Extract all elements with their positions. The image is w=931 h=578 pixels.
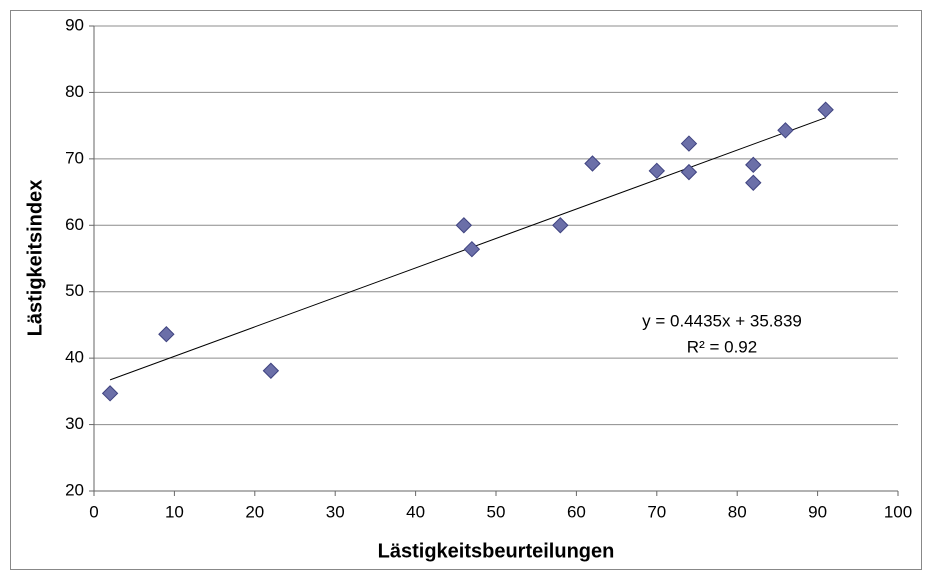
x-tick-label: 60 [567, 502, 586, 521]
point [463, 240, 481, 258]
point [262, 362, 280, 379]
x-tick-label: 70 [647, 502, 666, 521]
y-tick-label: 90 [65, 15, 84, 34]
y-tick-label: 60 [65, 215, 84, 234]
y-tick-label: 50 [65, 281, 84, 300]
y-axis-title: Lästigkeitsindex [24, 180, 46, 337]
x-tick-label: 40 [406, 502, 425, 521]
x-tick-label: 20 [245, 502, 264, 521]
x-tick-label: 90 [808, 502, 827, 521]
x-tick-label: 0 [89, 502, 98, 521]
point [455, 217, 473, 234]
x-tick-label: 10 [165, 502, 184, 521]
point [745, 174, 762, 191]
point [777, 122, 794, 139]
y-tick-label: 30 [65, 414, 84, 433]
point [158, 326, 175, 343]
x-tick-label: 100 [884, 502, 912, 521]
chart-frame [10, 10, 922, 570]
x-tick-label: 30 [326, 502, 345, 521]
point [680, 163, 698, 181]
y-tick-label: 70 [65, 148, 84, 167]
r-squared: R² = 0.92 [687, 337, 757, 356]
x-tick-label: 50 [487, 502, 506, 521]
point [817, 101, 834, 118]
y-tick-label: 40 [65, 348, 84, 367]
point [101, 385, 119, 402]
y-tick-label: 80 [65, 82, 84, 101]
point [552, 217, 569, 234]
point [680, 135, 698, 152]
point [648, 162, 666, 180]
point [584, 155, 601, 172]
point [745, 156, 762, 174]
x-tick-label: 80 [728, 502, 747, 521]
trend-equation: y = 0.4435x + 35.839 [642, 311, 802, 330]
y-tick-label: 20 [65, 480, 84, 499]
x-axis-title: Lästigkeitsbeurteilungen [378, 540, 615, 562]
